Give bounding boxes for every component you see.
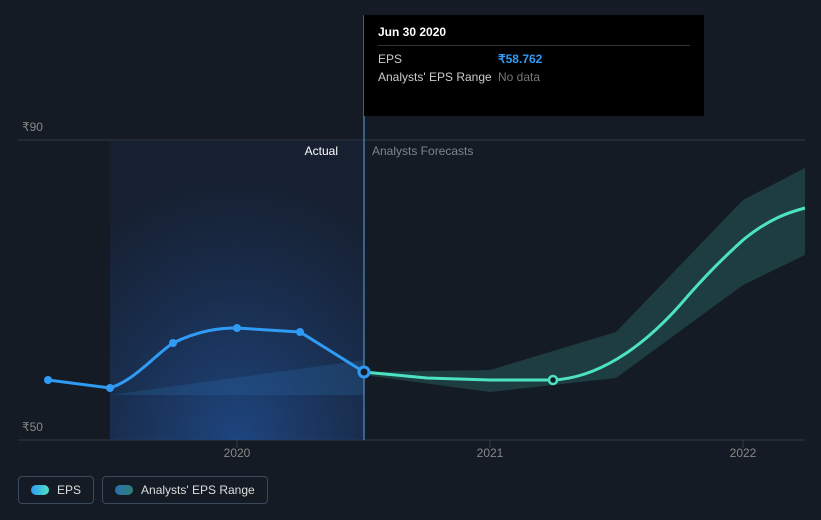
legend-swatch-icon — [31, 485, 49, 495]
chart-legend: EPS Analysts' EPS Range — [18, 476, 268, 504]
tooltip-label: EPS — [378, 52, 498, 66]
actual-marker[interactable] — [296, 328, 304, 336]
section-label-actual: Actual — [305, 144, 338, 158]
tooltip-value: ₹58.762 — [498, 52, 542, 66]
legend-label: EPS — [57, 483, 81, 497]
actual-marker[interactable] — [233, 324, 241, 332]
legend-item-eps[interactable]: EPS — [18, 476, 94, 504]
x-tick-label: 2020 — [224, 446, 251, 460]
eps-chart: ₹90 ₹50 Actual Analysts Forecasts 2020 2… — [0, 0, 821, 520]
tooltip-row: Analysts' EPS Range No data — [378, 68, 690, 86]
tooltip-title: Jun 30 2020 — [378, 25, 690, 46]
chart-tooltip: Jun 30 2020 EPS ₹58.762 Analysts' EPS Ra… — [364, 15, 704, 116]
forecast-marker[interactable] — [549, 376, 557, 384]
legend-swatch-icon — [115, 485, 133, 495]
tooltip-row: EPS ₹58.762 — [378, 50, 690, 68]
actual-marker[interactable] — [106, 384, 114, 392]
section-label-forecast: Analysts Forecasts — [372, 144, 473, 158]
forecast-range-band — [364, 168, 805, 392]
actual-marker[interactable] — [169, 339, 177, 347]
actual-marker[interactable] — [44, 376, 52, 384]
actual-marker-highlight[interactable] — [359, 367, 369, 377]
y-tick-label: ₹90 — [22, 120, 43, 134]
x-tick-label: 2022 — [730, 446, 757, 460]
y-tick-label: ₹50 — [22, 420, 43, 434]
legend-item-range[interactable]: Analysts' EPS Range — [102, 476, 268, 504]
x-tick-label: 2021 — [477, 446, 504, 460]
tooltip-value: No data — [498, 70, 540, 84]
tooltip-label: Analysts' EPS Range — [378, 70, 498, 84]
legend-label: Analysts' EPS Range — [141, 483, 255, 497]
